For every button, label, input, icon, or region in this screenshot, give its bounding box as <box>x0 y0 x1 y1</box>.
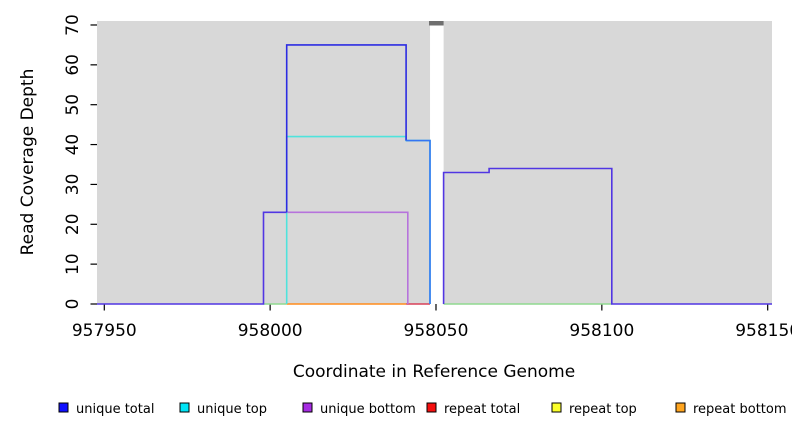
y-axis-title: Read Coverage Depth <box>18 69 38 256</box>
y-axis-tick-label: 20 <box>63 213 83 235</box>
legend-item: repeat top <box>551 402 637 417</box>
legend-label: unique top <box>197 402 267 417</box>
y-axis-tick-label: 70 <box>63 14 83 36</box>
y-axis-tick-label: 40 <box>63 134 83 156</box>
legend-item: repeat bottom <box>675 402 787 417</box>
legend-swatch <box>302 402 313 413</box>
masked-region-cap <box>429 21 444 26</box>
legend-swatch <box>675 402 686 413</box>
legend-item: unique total <box>58 402 154 417</box>
legend-label: unique bottom <box>320 402 416 417</box>
legend-label: repeat bottom <box>693 402 787 417</box>
series-unique-total-line <box>285 44 407 213</box>
legend-label: unique total <box>76 402 154 417</box>
series-unique-bottom-line <box>286 211 409 304</box>
series-unique-total-and-bottom-overlap-right-line <box>442 167 772 305</box>
x-axis-tick-label: 958100 <box>569 321 634 341</box>
y-axis-tick-label: 10 <box>63 253 83 275</box>
y-axis-tick-label: 60 <box>63 54 83 76</box>
x-axis-tick-label: 958000 <box>238 321 303 341</box>
x-axis-title: Coordinate in Reference Genome <box>293 362 575 382</box>
x-axis-tick-label: 957950 <box>72 321 137 341</box>
series-unique-total-and-bottom-overlap-left-line <box>97 211 287 305</box>
x-axis-tick-label: 958050 <box>404 321 469 341</box>
legend-swatch <box>551 402 562 413</box>
plot-legend: unique total unique top unique bottom repea… <box>58 402 787 417</box>
masked-region <box>430 21 444 304</box>
y-axis-tick-label: 50 <box>63 94 83 116</box>
series-unique-total-over-unique-top-line <box>406 139 431 304</box>
legend-label: repeat top <box>569 402 637 417</box>
y-axis-tick-label: 30 <box>63 174 83 196</box>
legend-item: unique bottom <box>302 402 416 417</box>
legend-swatch <box>58 402 69 413</box>
y-axis-tick-label: 0 <box>63 299 83 310</box>
legend-item: unique top <box>179 402 267 417</box>
legend-label: repeat total <box>444 402 520 417</box>
legend-swatch <box>426 402 437 413</box>
legend-item: repeat total <box>426 402 520 417</box>
legend-swatch <box>179 402 190 413</box>
